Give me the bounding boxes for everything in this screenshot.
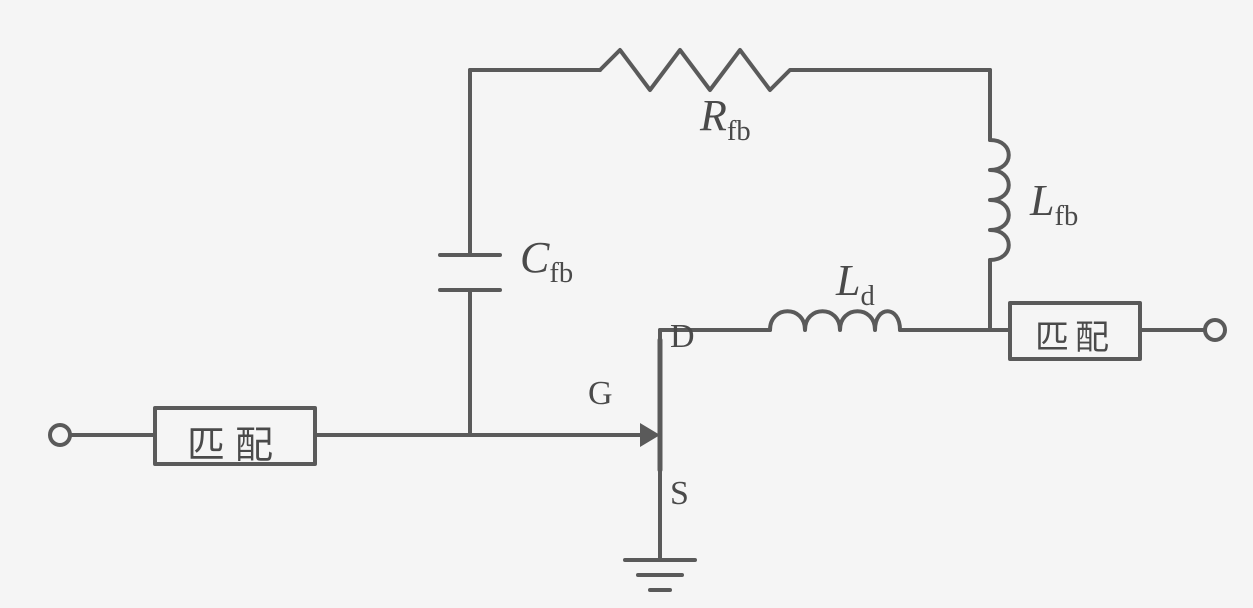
inductor-lfb-icon [990, 140, 1009, 260]
label-cfb: Cfb [520, 232, 573, 290]
match-in-label: 匹配 [155, 414, 315, 469]
label-source: S [670, 475, 689, 513]
fet-gate-arrow-icon [640, 423, 660, 447]
label-lfb: Lfb [1030, 175, 1078, 233]
circuit-svg [0, 0, 1253, 608]
inductor-ld-icon [770, 311, 900, 330]
input-port-icon [50, 425, 70, 445]
circuit-diagram: Rfb Lfb Ld Cfb G D S 匹配 匹配 [0, 0, 1253, 608]
label-drain: D [670, 318, 695, 356]
resistor-icon [600, 50, 800, 90]
label-gate: G [588, 375, 613, 413]
label-rfb: Rfb [700, 90, 751, 148]
match-out-label: 匹配 [1010, 310, 1140, 359]
label-ld: Ld [836, 255, 875, 313]
output-port-icon [1205, 320, 1225, 340]
